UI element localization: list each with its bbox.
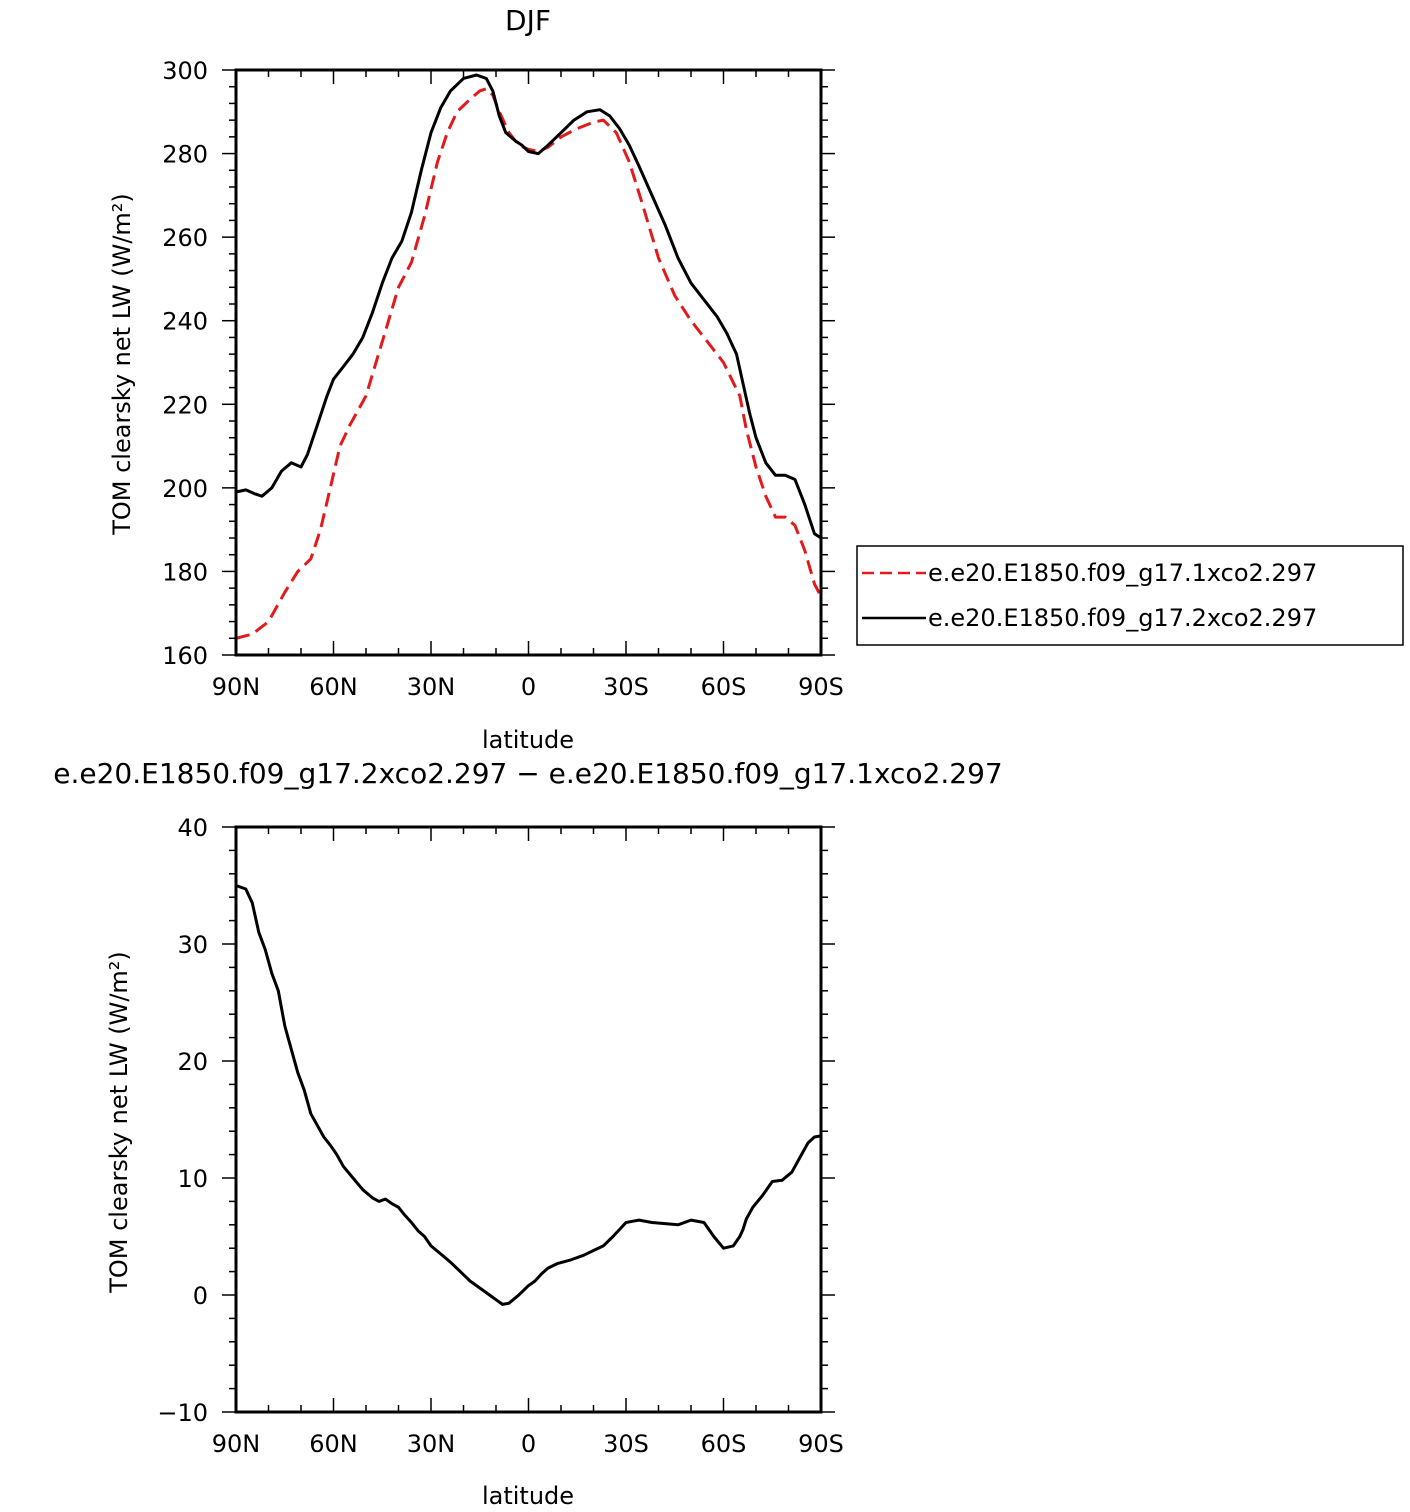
bottom-panel: e.e20.E1850.f09_g17.2xco2.297 − e.e20.E1… <box>53 757 1002 1510</box>
bottom-panel-series-line-1 <box>235 884 822 1306</box>
bottom-panel-x-tick-label: 90S <box>798 1430 844 1458</box>
bottom-panel-y-axis-label: TOM clearsky net LW (W/m²) <box>105 951 133 1294</box>
bottom-panel-x-tick-label: 0 <box>521 1430 536 1458</box>
bottom-panel-y-tick-label: 0 <box>193 1282 208 1310</box>
top-panel-x-axis-label: latitude <box>482 726 574 754</box>
legend: e.e20.E1850.f09_g17.1xco2.297 e.e20.E185… <box>856 545 1404 646</box>
bottom-panel-x-axis-label: latitude <box>482 1482 574 1510</box>
bottom-panel-plot-frame <box>234 825 823 1414</box>
bottom-panel-y-tick-label: 30 <box>177 931 208 959</box>
top-panel-x-tick-label: 90N <box>212 673 261 701</box>
top-panel-y-tick-label: 260 <box>162 224 208 252</box>
top-panel-x-tick-label: 60N <box>309 673 358 701</box>
bottom-panel-y-tick-label: 20 <box>177 1048 208 1076</box>
top-panel-series-line-1 <box>235 87 823 640</box>
top-panel-y-tick-label: 220 <box>162 391 208 419</box>
bottom-panel-title: e.e20.E1850.f09_g17.2xco2.297 − e.e20.E1… <box>53 757 1002 790</box>
top-panel-y-axis-label: TOM clearsky net LW (W/m²) <box>108 193 136 536</box>
bottom-panel-x-tick-label: 60S <box>701 1430 747 1458</box>
top-panel-title: DJF <box>505 4 551 37</box>
top-panel-x-tick-label: 90S <box>798 673 844 701</box>
top-panel-x-tick-label: 60S <box>701 673 747 701</box>
top-panel-series-line-2 <box>235 73 822 540</box>
top-panel-y-tick-label: 240 <box>162 308 208 336</box>
top-panel-y-tick-label: 160 <box>162 642 208 670</box>
top-panel-x-tick-label: 0 <box>521 673 536 701</box>
top-panel-y-tick-label: 280 <box>162 141 208 169</box>
top-panel-y-tick-label: 180 <box>162 558 208 586</box>
top-panel: DJF TOM clearsky net LW (W/m²) latitude … <box>108 4 844 754</box>
legend-entry-series-1: e.e20.E1850.f09_g17.1xco2.297 <box>928 559 1317 587</box>
bottom-panel-y-tick-label: 10 <box>177 1165 208 1193</box>
legend-entry-series-2: e.e20.E1850.f09_g17.2xco2.297 <box>928 604 1317 632</box>
bottom-panel-x-tick-label: 30S <box>603 1430 649 1458</box>
top-panel-y-tick-label: 200 <box>162 475 208 503</box>
top-panel-y-tick-label: 300 <box>162 57 208 85</box>
top-panel-x-tick-label: 30S <box>603 673 649 701</box>
bottom-panel-y-tick-label: −10 <box>157 1399 208 1427</box>
top-panel-x-tick-label: 30N <box>407 673 456 701</box>
legend-box <box>856 545 1404 646</box>
top-panel-plot-frame <box>234 68 823 657</box>
bottom-panel-x-tick-label: 60N <box>309 1430 358 1458</box>
bottom-panel-y-tick-label: 40 <box>177 814 208 842</box>
bottom-panel-x-tick-label: 90N <box>212 1430 261 1458</box>
bottom-panel-x-tick-label: 30N <box>407 1430 456 1458</box>
